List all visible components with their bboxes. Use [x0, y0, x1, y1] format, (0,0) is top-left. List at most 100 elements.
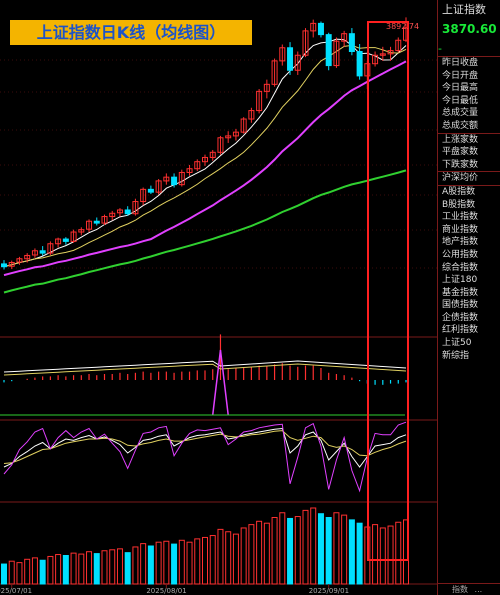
- peak-label: 3892.74: [386, 22, 419, 31]
- field-up-count: 上涨家数: [442, 134, 479, 145]
- volume-bar: [132, 546, 139, 585]
- candle-body: [256, 90, 263, 112]
- candle-body: [379, 53, 386, 56]
- volume-bar: [333, 512, 340, 585]
- candles: [1, 17, 409, 270]
- volume-bar: [93, 553, 100, 585]
- volume-bar: [348, 519, 355, 585]
- volume-bar: [248, 524, 255, 585]
- volume-bar: [325, 517, 332, 585]
- field-down-count: 下跌家数: [442, 159, 479, 170]
- candle-body: [209, 151, 216, 158]
- candle-body: [132, 201, 139, 215]
- field-prev-close: 昨日收盘: [442, 58, 479, 68]
- candle-body: [186, 168, 193, 173]
- candle-body: [387, 50, 394, 55]
- candle-body: [178, 171, 185, 186]
- candle-body: [317, 22, 324, 36]
- field-flat-count: 平盘家数: [442, 147, 479, 158]
- candle-body: [116, 209, 123, 214]
- candle-body: [310, 22, 317, 32]
- index-item[interactable]: 地产指数: [442, 237, 479, 248]
- volume-bar: [186, 541, 193, 585]
- candle-body: [232, 131, 239, 137]
- macd-dea-line: [3, 363, 407, 376]
- volume-bar: [317, 513, 324, 585]
- index-item[interactable]: 公用指数: [442, 249, 479, 260]
- x-tick-label: 2025/07/01: [0, 587, 32, 595]
- moving-average-lines: [3, 38, 407, 294]
- candle-body: [1, 263, 7, 268]
- macd-spike: [211, 349, 229, 416]
- candle-body: [124, 209, 131, 215]
- volume-bar: [116, 548, 123, 585]
- candle-body: [24, 254, 31, 260]
- volume-bar: [171, 543, 178, 585]
- index-item[interactable]: 上证180: [442, 275, 478, 286]
- ma5-line: [3, 38, 407, 268]
- volume-bar: [356, 522, 363, 585]
- candle-body: [287, 47, 294, 71]
- volume-bar: [202, 536, 208, 585]
- field-volume: 总成交量: [442, 108, 479, 119]
- index-item[interactable]: 红利指数: [442, 325, 479, 336]
- macd-panel: [0, 334, 407, 416]
- index-item[interactable]: 上证50: [442, 338, 472, 349]
- volume-bar: [209, 535, 216, 585]
- candle-body: [163, 176, 170, 182]
- volume-bar: [395, 521, 402, 585]
- index-item[interactable]: 企债指数: [442, 312, 479, 323]
- volume-bar: [16, 562, 23, 585]
- volume-bar: [240, 527, 247, 585]
- last-change: -: [438, 42, 442, 55]
- volume-bar: [155, 541, 162, 585]
- tab-index[interactable]: 指数: [452, 585, 468, 594]
- candle-body: [93, 220, 100, 224]
- volume-bar: [101, 550, 108, 585]
- index-item[interactable]: B股指数: [442, 199, 476, 210]
- volume-bar: [263, 522, 270, 585]
- index-item[interactable]: 新综指: [442, 350, 470, 361]
- candle-body: [55, 238, 62, 245]
- volume-bar: [1, 563, 7, 585]
- avg-section: 沪深均价: [438, 171, 500, 185]
- kdj-panel: [3, 421, 407, 493]
- bottom-tabs: 指数 ...: [438, 583, 500, 595]
- index-item[interactable]: 工业指数: [442, 212, 479, 223]
- field-open: 今日开盘: [442, 70, 479, 81]
- candle-body: [140, 188, 147, 203]
- candle-body: [202, 156, 208, 163]
- last-price: 3870.60: [442, 22, 497, 36]
- index-item[interactable]: 综合指数: [442, 262, 479, 273]
- candle-body: [8, 261, 15, 267]
- volume-bar: [256, 520, 263, 585]
- volume-bar: [140, 543, 147, 585]
- candle-body: [31, 250, 38, 256]
- kline-chart[interactable]: 2025/07/01 2025/08/01 2025/09/01 3892.74: [0, 0, 437, 595]
- index-item[interactable]: A股指数: [442, 186, 476, 197]
- candle-body: [155, 180, 162, 193]
- volume-bar: [194, 538, 201, 585]
- volume-bar: [341, 514, 348, 585]
- breadth-fields: 上涨家数 平盘家数 下跌家数: [438, 132, 500, 172]
- candle-body: [302, 30, 309, 56]
- panel-frames: [0, 336, 437, 585]
- candle-body: [279, 47, 286, 62]
- volume-bar: [294, 516, 301, 585]
- candle-body: [395, 39, 402, 52]
- volume-bar: [39, 559, 46, 585]
- index-item[interactable]: 国债指数: [442, 300, 479, 311]
- kdj-k-line: [3, 427, 407, 468]
- candle-body: [171, 176, 178, 186]
- volume-bar: [279, 512, 286, 585]
- volume-bar: [232, 533, 239, 585]
- candle-body: [86, 220, 93, 230]
- candle-body: [240, 118, 247, 133]
- volume-bar: [78, 553, 85, 585]
- index-name[interactable]: 上证指数: [442, 3, 486, 16]
- candle-body: [101, 216, 108, 224]
- volume-bar: [379, 527, 386, 585]
- index-item[interactable]: 商业指数: [442, 224, 479, 235]
- tab-more[interactable]: ...: [474, 585, 483, 594]
- index-item[interactable]: 基金指数: [442, 287, 479, 298]
